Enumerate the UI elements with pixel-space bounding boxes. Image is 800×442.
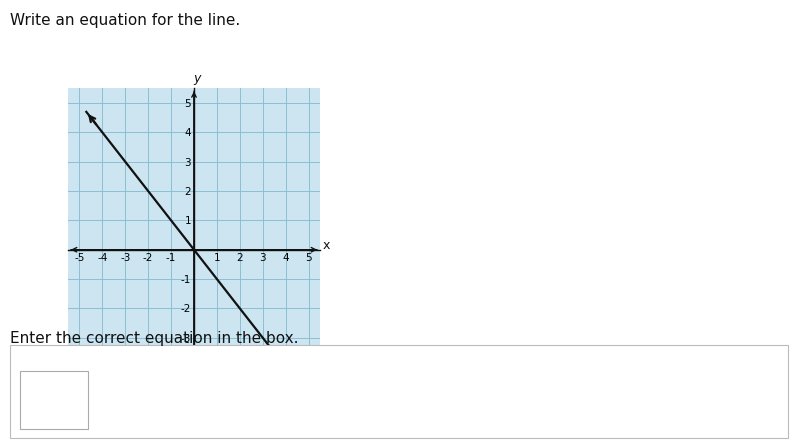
Text: Enter the correct equation in the box.: Enter the correct equation in the box.: [10, 332, 299, 347]
Text: Write an equation for the line.: Write an equation for the line.: [10, 13, 241, 28]
Text: x: x: [322, 239, 330, 252]
Text: y: y: [193, 72, 201, 85]
